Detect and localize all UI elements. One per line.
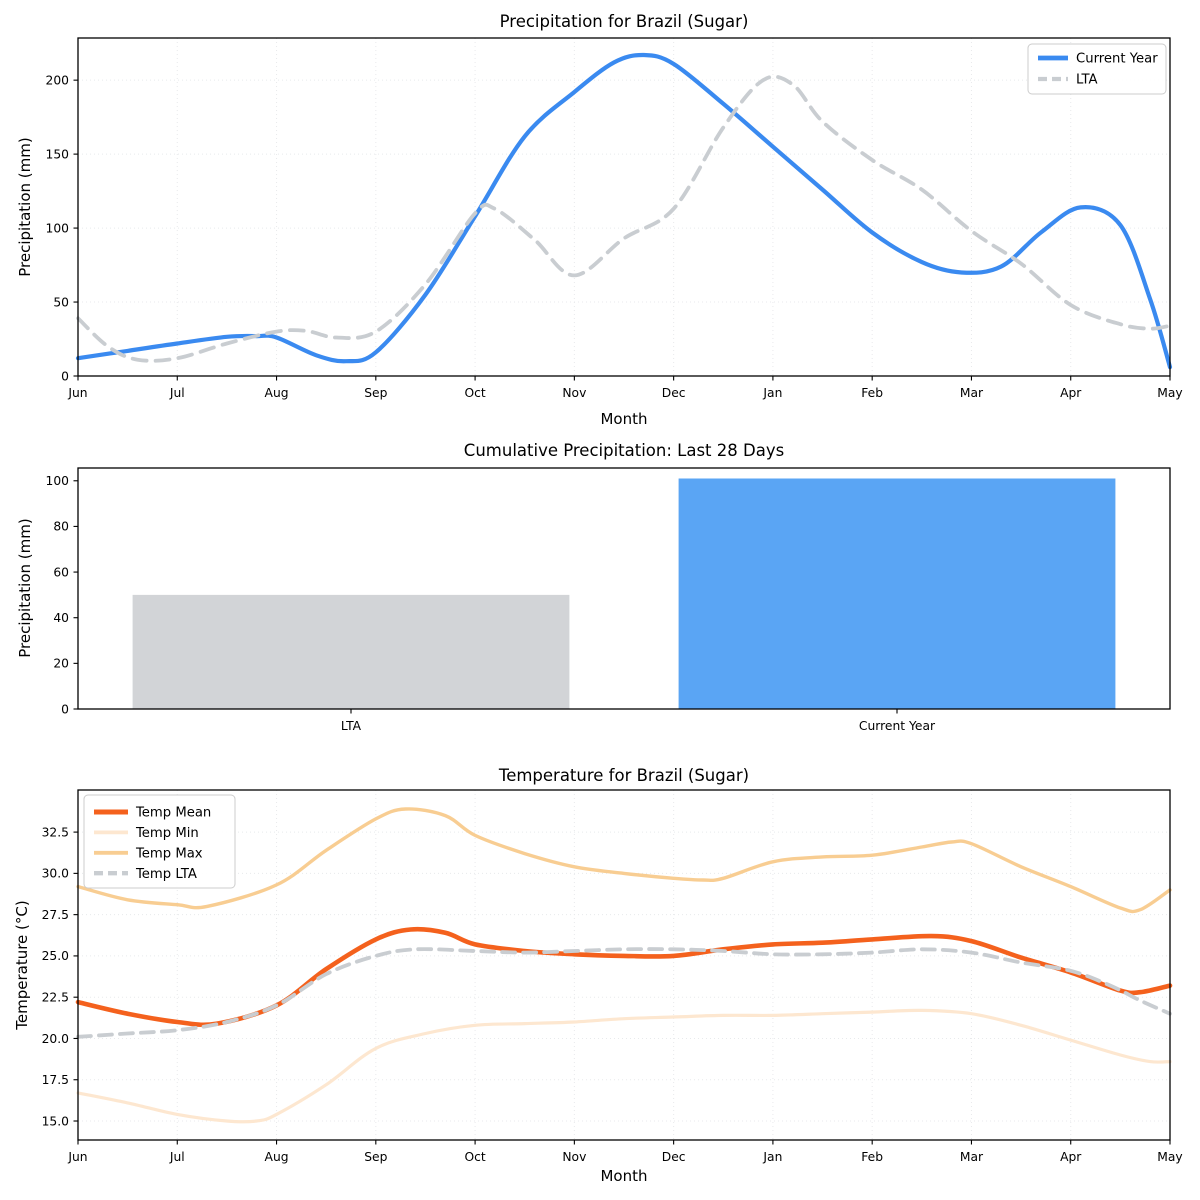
x-tick-label: Aug — [265, 386, 289, 400]
y-tick-label: 0 — [61, 702, 69, 716]
x-tick-label: Feb — [861, 1150, 883, 1164]
precipitation-x-axis-label: Month — [600, 410, 648, 428]
y-tick-label: 20.0 — [42, 1032, 69, 1046]
plot-spines — [77, 467, 1171, 710]
y-tick-label: 200 — [46, 73, 69, 87]
x-tick-label: May — [1157, 386, 1182, 400]
x-tick-label: Nov — [562, 386, 586, 400]
series-temp-min — [76, 1008, 1172, 1124]
legend-label: Temp LTA — [135, 867, 197, 882]
chart-temperature: Jun Jul Aug Sep Oct Nov Dec Jan Feb Mar Apr May 15.0… — [42, 789, 1183, 1164]
bar-current-year — [678, 478, 1116, 709]
x-tick-label: Oct — [464, 386, 485, 400]
y-tick-label: 25.0 — [42, 949, 69, 963]
legend-label: Temp Min — [135, 826, 199, 841]
legend: Temp Mean Temp Min Temp Max Temp LTA — [83, 794, 236, 889]
cumulative-chart-title: Cumulative Precipitation: Last 28 Days — [463, 441, 785, 460]
chart-precipitation: Jun Jul Aug Sep Oct Nov Dec Jan Feb Mar Apr May 0 50 1… — [46, 37, 1183, 400]
grid — [77, 38, 1171, 377]
legend-label: LTA — [1076, 73, 1098, 88]
x-tick-label: Mar — [960, 1150, 984, 1164]
grid — [77, 790, 1171, 1140]
x-tick-label: May — [1157, 1150, 1182, 1164]
x-tick-label: Current Year — [859, 719, 936, 733]
x-tick-label: Jan — [762, 1150, 782, 1164]
y-tick-label: 0 — [61, 369, 69, 383]
plot-spines — [77, 37, 1171, 377]
y-tick-label: 50 — [53, 295, 69, 309]
y-tick-label: 27.5 — [42, 908, 69, 922]
y-tick-label: 15.0 — [42, 1114, 69, 1128]
x-tick-label: Jul — [169, 1150, 185, 1164]
x-tick-label: Jun — [67, 386, 87, 400]
series-temp-max — [76, 807, 1172, 914]
legend: Current Year LTA — [1027, 43, 1167, 95]
y-tick-label: 150 — [46, 147, 69, 161]
y-tick-label: 60 — [53, 565, 69, 579]
y-tick-label: 80 — [53, 520, 69, 534]
x-tick-label: Sep — [364, 1150, 387, 1164]
x-tick-label: Sep — [364, 386, 387, 400]
x-tick-label: Jun — [67, 1150, 87, 1164]
x-tick-label: Feb — [861, 386, 883, 400]
precipitation-y-axis-label: Precipitation (mm) — [16, 137, 34, 277]
series-temp-lta — [76, 947, 1172, 1039]
y-tick-label: 17.5 — [42, 1073, 69, 1087]
x-tick-label: Nov — [562, 1150, 586, 1164]
temperature-chart-title: Temperature for Brazil (Sugar) — [498, 766, 750, 785]
y-tick-label: 100 — [46, 221, 69, 235]
y-tick-label: 32.5 — [42, 825, 69, 839]
x-tick-label: Mar — [960, 386, 984, 400]
x-tick-label: Dec — [662, 1150, 686, 1164]
x-tick-label: Aug — [265, 1150, 289, 1164]
chart-cumulative: LTA Current Year 0 20 40 60 80 100 — [46, 467, 1171, 733]
x-tick-label: Apr — [1060, 1150, 1082, 1164]
series-temp-mean — [75, 926, 1173, 1028]
plot-spines — [77, 789, 1171, 1141]
bar-lta — [132, 594, 570, 709]
y-tick-label: 40 — [53, 611, 69, 625]
cumulative-y-axis-label: Precipitation (mm) — [16, 518, 34, 658]
y-tick-label: 100 — [46, 474, 69, 488]
legend-label: Temp Max — [135, 846, 203, 861]
x-tick-label: Apr — [1060, 386, 1082, 400]
series-lta — [76, 74, 1172, 363]
legend-label: Temp Mean — [135, 806, 211, 821]
temperature-x-axis-label: Month — [600, 1167, 648, 1185]
series-current-year — [75, 52, 1173, 370]
precipitation-chart-title: Precipitation for Brazil (Sugar) — [499, 12, 749, 31]
y-tick-label: 30.0 — [42, 867, 69, 881]
y-tick-label: 20 — [53, 657, 69, 671]
y-tick-label: 22.5 — [42, 990, 69, 1004]
x-tick-label: LTA — [341, 719, 362, 733]
legend-label: Current Year — [1076, 52, 1158, 67]
x-tick-label: Dec — [662, 386, 686, 400]
x-tick-label: Jul — [169, 386, 185, 400]
x-tick-label: Oct — [464, 1150, 485, 1164]
x-tick-label: Jan — [762, 386, 782, 400]
legend-box — [83, 794, 236, 889]
temperature-y-axis-label: Temperature (°C) — [13, 900, 31, 1030]
